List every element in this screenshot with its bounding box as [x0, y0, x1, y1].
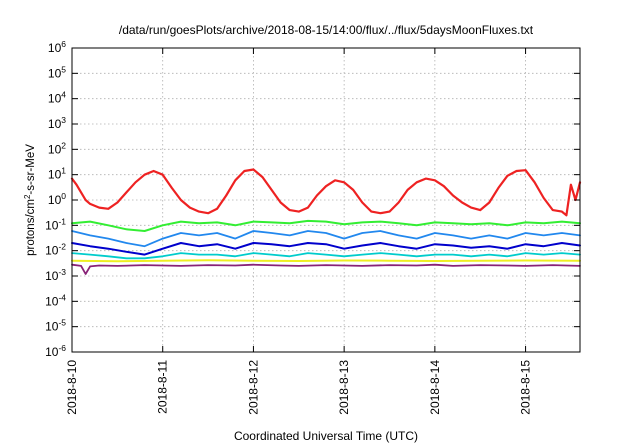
x-axis: 2018-8-10 2018-8-11 2018-8-12 2018-8-13 2018…: [65, 48, 533, 415]
series-line-3: [71, 230, 581, 248]
x-tick-label: 2018-8-14: [428, 360, 442, 415]
y-tick-label: 104: [48, 90, 66, 106]
x-tick-label: 2018-8-12: [246, 360, 260, 415]
y-axis-label: protons/cm2-s-sr-MeV: [23, 144, 37, 256]
y-tick-label: 100: [48, 191, 66, 207]
chart-title: /data/run/goesPlots/archive/2018-08-15/1…: [119, 23, 534, 37]
x-tick-label: 2018-8-11: [156, 360, 170, 414]
series-line-2: [71, 219, 581, 232]
y-tick-label: 10-2: [45, 242, 66, 258]
series-line-1: [70, 168, 582, 217]
x-axis-label: Coordinated Universal Time (UTC): [234, 429, 418, 443]
y-tick-label: 106: [48, 39, 66, 55]
y-axis: 10-6 10-5 10-4 10-3 10-2 10-1 100 101 102 103 104 1…: [45, 39, 580, 359]
x-tick-label: 2018-8-13: [337, 360, 351, 415]
y-tick-label: 10-5: [45, 318, 66, 334]
series-line-6: [71, 259, 581, 263]
series-line-5: [71, 252, 581, 260]
x-tick-label: 2018-8-10: [65, 360, 79, 415]
y-tick-label: 103: [48, 115, 66, 131]
y-tick-label: 10-3: [45, 267, 66, 283]
y-tick-label: 10-4: [45, 292, 66, 308]
y-tick-label: 101: [48, 166, 66, 182]
series-line-4: [71, 242, 581, 256]
y-tick-label: 105: [48, 64, 66, 80]
y-tick-label: 10-6: [45, 343, 66, 359]
series-line-7: [71, 263, 581, 275]
x-tick-label: 2018-8-15: [519, 360, 533, 415]
y-tick-label: 102: [48, 140, 66, 156]
y-tick-label: 10-1: [45, 216, 66, 232]
series-layer: [70, 168, 582, 275]
